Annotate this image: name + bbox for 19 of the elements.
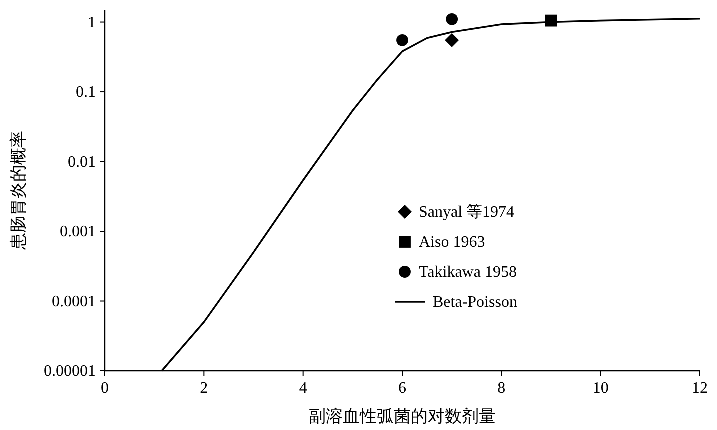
x-tick-label: 6 (398, 380, 406, 397)
legend-label: Beta-Poisson (433, 294, 518, 311)
x-axis-title: 副溶血性弧菌的对数剂量 (309, 407, 496, 426)
x-tick-label: 8 (498, 380, 506, 397)
x-tick-label: 2 (200, 380, 208, 397)
y-tick-label: 0.0001 (52, 293, 96, 310)
legend-label: Aiso 1963 (419, 234, 486, 251)
x-tick-label: 10 (592, 380, 609, 397)
legend-label: Takikawa 1958 (419, 264, 517, 281)
y-tick-label: 0.1 (76, 84, 96, 102)
y-tick-label: 1 (88, 14, 96, 32)
x-tick-label: 12 (692, 380, 708, 397)
x-tick-label: 0 (101, 380, 109, 397)
y-tick-label: 0.001 (60, 224, 96, 241)
y-tick-label: 0.01 (68, 154, 96, 171)
legend-label: Sanyal 等1974 (419, 203, 515, 221)
y-tick-label: 0.00001 (44, 363, 96, 380)
x-tick-label: 4 (299, 380, 308, 397)
y-axis-title: 患肠胃炎的概率 (9, 131, 28, 251)
